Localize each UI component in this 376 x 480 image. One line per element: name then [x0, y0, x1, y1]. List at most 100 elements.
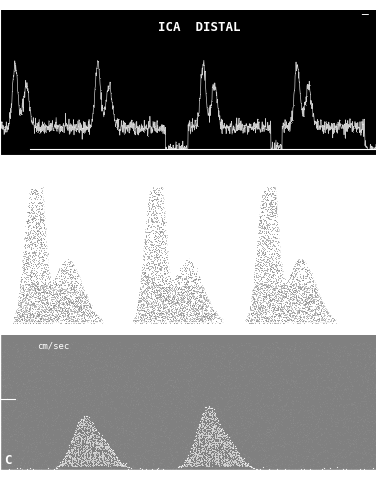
Point [197, 370, 203, 377]
Point [21, 348, 27, 356]
Point [197, 366, 203, 374]
Point [131, 467, 137, 475]
Point [232, 453, 238, 461]
Point [67, 267, 73, 275]
Point [98, 453, 104, 461]
Point [263, 260, 269, 268]
Point [218, 453, 224, 461]
Point [296, 258, 302, 266]
Point [253, 437, 259, 444]
Point [146, 355, 152, 362]
Point [159, 283, 165, 290]
Point [74, 302, 80, 310]
Point [209, 445, 215, 453]
Point [268, 199, 274, 206]
Point [212, 421, 218, 429]
Point [195, 444, 201, 452]
Point [204, 458, 210, 466]
Point [162, 240, 168, 248]
Point [340, 461, 346, 469]
Point [219, 314, 225, 322]
Point [225, 458, 231, 466]
Point [224, 433, 230, 441]
Point [308, 297, 314, 305]
Point [67, 445, 73, 453]
Point [97, 399, 103, 407]
Point [61, 309, 67, 317]
Point [182, 260, 188, 267]
Point [161, 244, 167, 252]
Point [263, 440, 269, 448]
Point [193, 423, 199, 431]
Point [311, 382, 317, 390]
Point [88, 361, 94, 369]
Point [364, 426, 370, 434]
Point [73, 316, 79, 324]
Point [311, 276, 317, 284]
Point [39, 256, 45, 264]
Point [205, 319, 211, 326]
Point [118, 422, 124, 430]
Point [186, 296, 193, 303]
Point [149, 197, 155, 204]
Point [59, 289, 65, 297]
Point [65, 312, 71, 320]
Point [272, 213, 278, 220]
Point [275, 364, 281, 372]
Point [270, 220, 276, 228]
Point [365, 368, 371, 376]
Point [304, 311, 310, 319]
Point [246, 407, 252, 414]
Point [85, 399, 91, 407]
Point [38, 215, 44, 223]
Point [278, 290, 284, 298]
Point [267, 212, 273, 219]
Point [271, 297, 277, 304]
Point [89, 347, 95, 354]
Point [247, 399, 253, 407]
Point [199, 441, 205, 449]
Point [155, 392, 161, 400]
Point [173, 342, 179, 349]
Point [257, 369, 263, 376]
Point [41, 387, 47, 395]
Point [319, 314, 325, 322]
Point [89, 430, 96, 437]
Point [167, 268, 173, 276]
Point [68, 453, 74, 461]
Point [92, 382, 98, 389]
Point [137, 454, 143, 462]
Point [243, 429, 249, 436]
Point [299, 362, 305, 370]
Point [27, 290, 33, 298]
Point [124, 385, 130, 393]
Point [183, 288, 189, 296]
Point [92, 456, 99, 464]
Point [250, 293, 256, 301]
Point [307, 269, 313, 277]
Point [206, 442, 212, 449]
Point [284, 283, 290, 291]
Point [285, 307, 291, 314]
Point [42, 295, 48, 302]
Point [134, 376, 140, 384]
Point [229, 444, 235, 452]
Point [80, 430, 86, 438]
Point [157, 258, 163, 266]
Point [98, 437, 104, 444]
Point [161, 264, 167, 272]
Point [32, 314, 38, 322]
Point [232, 354, 238, 362]
Point [304, 308, 310, 316]
Point [331, 379, 337, 386]
Point [41, 299, 47, 307]
Point [354, 362, 360, 370]
Point [206, 300, 212, 307]
Point [116, 462, 122, 469]
Point [372, 395, 376, 402]
Point [58, 388, 64, 396]
Point [95, 442, 101, 450]
Point [0, 433, 5, 441]
Point [115, 381, 121, 388]
Point [147, 190, 153, 197]
